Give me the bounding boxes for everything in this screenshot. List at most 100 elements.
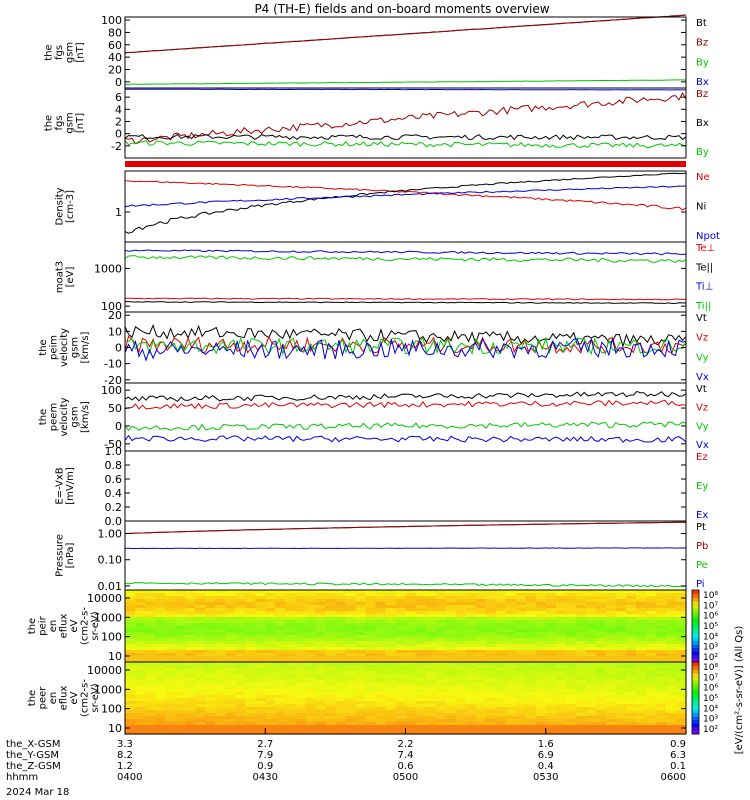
heatmap-cell: [395, 677, 407, 681]
heatmap-cell: [445, 692, 457, 696]
heatmap-cell: [205, 722, 216, 726]
heatmap-cell: [125, 677, 136, 681]
heatmap-cell: [135, 680, 146, 684]
heatmap-cell: [635, 731, 647, 735]
heatmap-cell: [535, 608, 547, 612]
heatmap-cell: [315, 617, 326, 621]
heatmap-cell: [345, 653, 357, 657]
heatmap-cell: [315, 638, 326, 642]
heatmap-cell: [515, 641, 527, 645]
heatmap-cell: [125, 608, 136, 612]
heatmap-cell: [565, 719, 577, 723]
colorbar-stop: [692, 593, 699, 598]
heatmap-cell: [465, 701, 477, 705]
heatmap-cell: [495, 656, 507, 660]
y-tick-label: 100: [101, 703, 122, 716]
heatmap-cell: [665, 719, 677, 723]
heatmap-cell: [515, 710, 527, 714]
heatmap-cell: [145, 722, 156, 726]
heatmap-cell: [495, 701, 507, 705]
heatmap-cell: [255, 635, 266, 639]
heatmap-cell: [195, 599, 206, 603]
heatmap-cell: [255, 641, 266, 645]
heatmap-cell: [265, 632, 276, 636]
heatmap-cell: [305, 719, 316, 723]
heatmap-cell: [565, 695, 577, 699]
y-axis-label-line: the: [44, 115, 55, 131]
heatmap-cell: [615, 602, 627, 606]
series-line-Vt: [124, 323, 687, 349]
heatmap-cell: [315, 596, 326, 600]
heatmap-cell: [265, 698, 276, 702]
heatmap-cell: [155, 662, 166, 666]
heatmap-cell: [615, 593, 627, 597]
heatmap-cell: [465, 668, 477, 672]
heatmap-cell: [325, 662, 336, 666]
series-line-By: [124, 140, 687, 149]
heatmap-cell: [355, 614, 367, 618]
heatmap-cell: [425, 680, 437, 684]
heatmap-cell: [295, 650, 306, 654]
heatmap-cell: [175, 722, 186, 726]
heatmap-cell: [225, 698, 236, 702]
heatmap-cell: [195, 647, 206, 651]
heatmap-cell: [565, 650, 577, 654]
heatmap-cell: [325, 599, 336, 603]
heatmap-cell: [205, 590, 216, 594]
heatmap-cell: [265, 596, 276, 600]
heatmap-cell: [145, 590, 156, 594]
legend-entry: Ex: [696, 510, 708, 521]
heatmap-cell: [485, 728, 497, 732]
heatmap-cell: [145, 662, 156, 666]
heatmap-cell: [655, 707, 667, 711]
heatmap-cell: [295, 641, 306, 645]
heatmap-cell: [455, 626, 467, 630]
heatmap-cell: [225, 716, 236, 720]
heatmap-cell: [565, 692, 577, 696]
heatmap-cell: [415, 719, 427, 723]
heatmap-cell: [145, 710, 156, 714]
heatmap-cell: [335, 650, 346, 654]
colorbar-tick-label: 10²: [703, 725, 718, 735]
heatmap-cell: [415, 623, 427, 627]
heatmap-cell: [245, 599, 256, 603]
heatmap-cell: [125, 689, 136, 693]
colorbar-stop: [692, 672, 699, 677]
heatmap-cell: [375, 653, 387, 657]
heatmap-cell: [125, 599, 136, 603]
heatmap-cell: [425, 614, 437, 618]
heatmap-cell: [125, 704, 136, 708]
heatmap-cell: [615, 692, 627, 696]
heatmap-cell: [225, 686, 236, 690]
heatmap-cell: [165, 614, 176, 618]
heatmap-cell: [465, 683, 477, 687]
heatmap-cell: [285, 602, 296, 606]
heatmap-cell: [365, 641, 377, 645]
heatmap-cell: [565, 617, 577, 621]
heatmap-cell: [495, 713, 507, 717]
heatmap-cell: [645, 632, 657, 636]
heatmap-cell: [615, 611, 627, 615]
heatmap-cell: [645, 686, 657, 690]
heatmap-cell: [315, 635, 326, 639]
heatmap-cell: [265, 599, 276, 603]
heatmap-cell: [455, 665, 467, 669]
heatmap-cell: [295, 644, 306, 648]
heatmap-cell: [145, 680, 156, 684]
heatmap-cell: [375, 602, 387, 606]
heatmap-cell: [205, 605, 216, 609]
heatmap-cell: [655, 701, 667, 705]
heatmap-cell: [375, 626, 387, 630]
heatmap-cell: [595, 635, 607, 639]
heatmap-cell: [355, 665, 367, 669]
heatmap-cell: [195, 605, 206, 609]
heatmap-cell: [245, 731, 256, 735]
heatmap-cell: [635, 713, 647, 717]
heatmap-cell: [185, 725, 196, 729]
heatmap-cell: [235, 626, 246, 630]
heatmap-cell: [455, 593, 467, 597]
heatmap-cell: [355, 593, 367, 597]
heatmap-cell: [305, 731, 316, 735]
heatmap-cell: [235, 620, 246, 624]
heatmap-cell: [505, 626, 517, 630]
